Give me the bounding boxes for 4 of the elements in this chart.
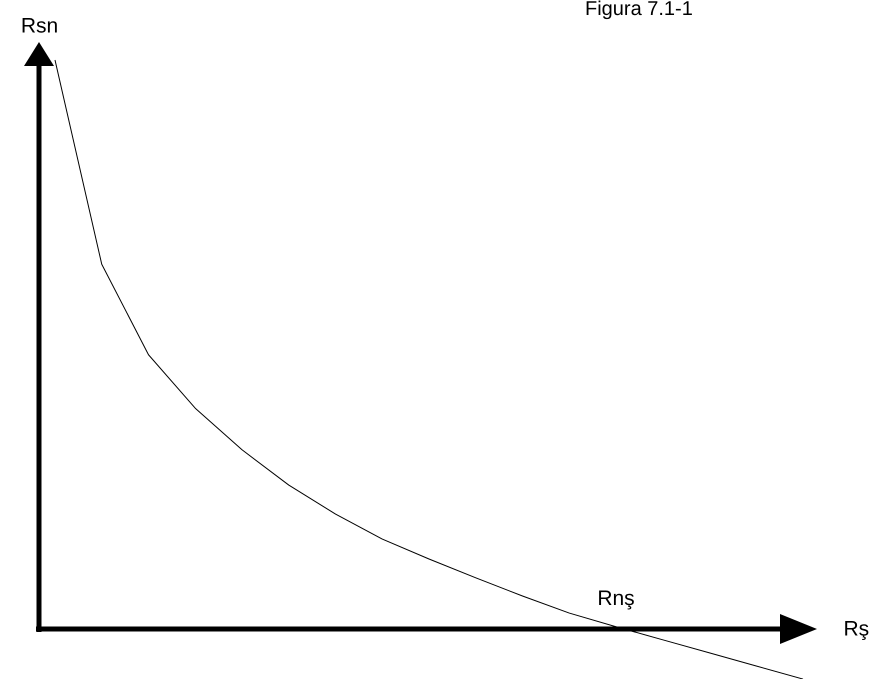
- y-axis-title: Rsn: [20, 14, 58, 38]
- x-axis-title: Rş: [844, 618, 870, 640]
- chart-title: Figura 7.1-1: [585, 0, 693, 20]
- annotation: Rnş: [597, 587, 635, 610]
